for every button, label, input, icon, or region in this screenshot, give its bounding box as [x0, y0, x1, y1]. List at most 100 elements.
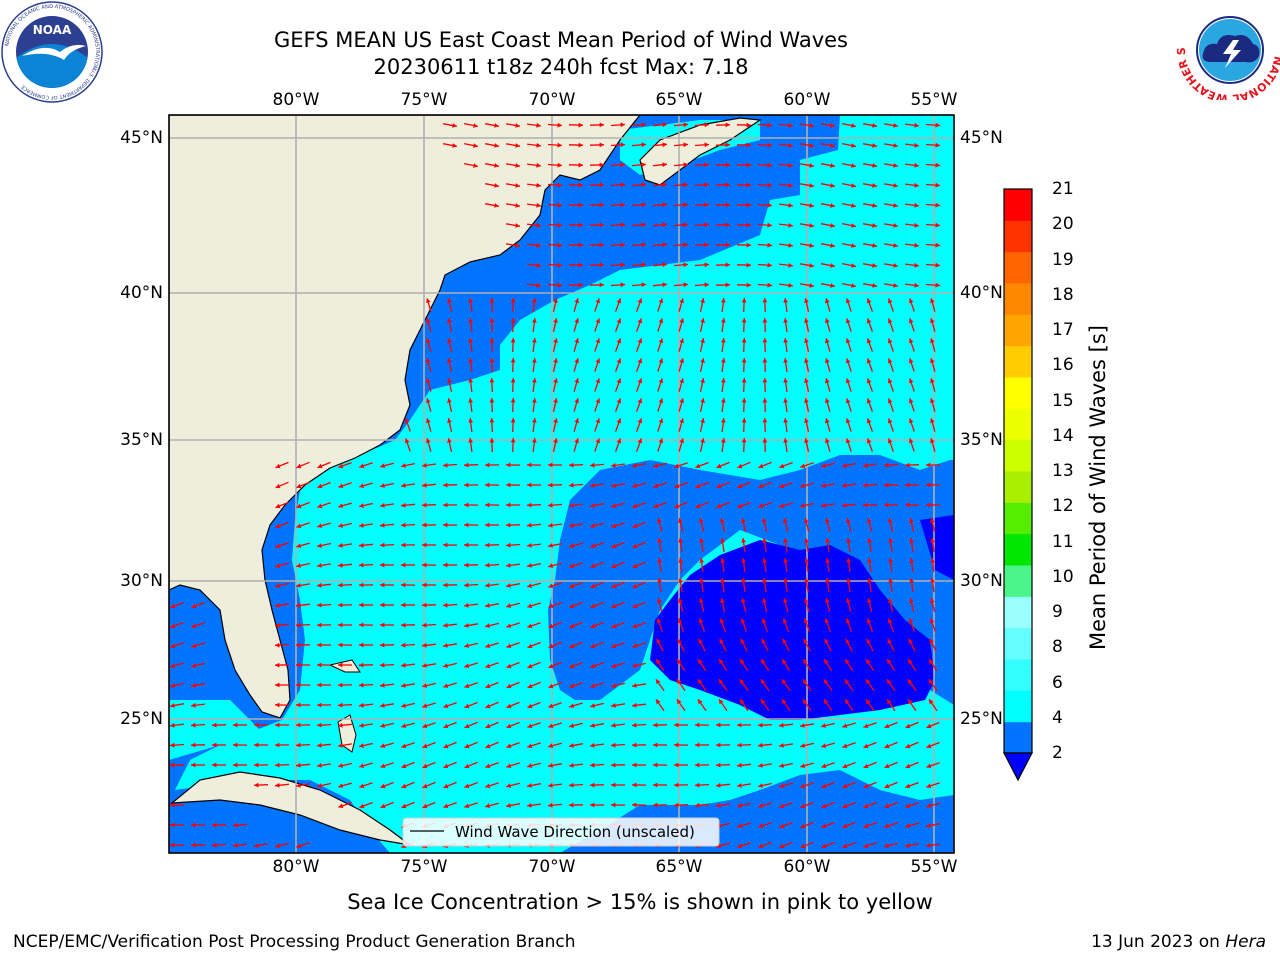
wave-direction-arrowhead — [464, 602, 469, 608]
wave-direction-arrowhead — [527, 683, 533, 689]
wave-direction-arrowhead — [845, 358, 851, 364]
wave-direction-arrowhead — [527, 723, 533, 729]
wave-direction-arrowhead — [557, 222, 562, 228]
wave-direction-arrowhead — [930, 598, 935, 603]
wave-direction-arrowhead — [506, 563, 511, 568]
wave-direction-arrowhead — [830, 123, 835, 128]
wave-direction-arrowhead — [845, 398, 851, 404]
wave-direction-arrowhead — [338, 662, 343, 668]
wave-direction-arrowhead — [699, 598, 704, 603]
wave-direction-arrowhead — [637, 338, 643, 344]
wave-direction-arrowhead — [191, 762, 196, 768]
wave-direction-arrowhead — [443, 743, 449, 749]
wave-direction-arrowhead — [914, 122, 919, 128]
colorbar-tick-label: 17 — [1052, 320, 1074, 340]
wave-direction-arrowhead — [721, 318, 726, 323]
wave-direction-arrowhead — [632, 543, 638, 549]
wave-direction-arrowhead — [739, 679, 745, 685]
wave-direction-arrowhead — [683, 162, 688, 168]
land-north-america — [169, 115, 641, 719]
wave-direction-arrowhead — [893, 223, 898, 228]
wave-direction-arrowhead — [851, 163, 856, 168]
wave-direction-arrowhead — [679, 398, 684, 404]
wave-direction-arrowhead — [170, 623, 176, 629]
wave-direction-arrowhead — [803, 659, 808, 665]
wave-direction-arrowhead — [804, 418, 809, 423]
wave-direction-arrowhead — [296, 523, 302, 529]
colorbar-tick-label: 15 — [1052, 390, 1074, 411]
colorbar-tick-label: 18 — [1052, 284, 1074, 305]
wave-direction-arrowhead — [704, 122, 709, 128]
wave-direction-arrowhead — [700, 438, 705, 443]
wave-direction-arrowhead — [656, 638, 661, 644]
wave-direction-arrowhead — [595, 378, 601, 384]
wave-direction-arrowhead — [716, 463, 722, 469]
wave-direction-arrowhead — [653, 802, 658, 808]
wave-direction-arrowhead — [846, 558, 851, 563]
wave-direction-arrowhead — [804, 558, 809, 563]
wave-direction-arrowhead — [494, 143, 499, 148]
wave-direction-arrowhead — [704, 222, 709, 228]
lon-tick-top-75w: 75°W — [400, 90, 448, 110]
wave-direction-arrowhead — [740, 699, 745, 705]
wave-direction-arrowhead — [590, 483, 595, 488]
wave-direction-arrowhead — [893, 143, 898, 148]
wave-direction-arrowhead — [569, 703, 575, 708]
wave-direction-arrowhead — [632, 463, 637, 468]
wave-direction-arrowhead — [632, 663, 637, 668]
wave-direction-arrowhead — [929, 659, 934, 665]
wave-direction-arrowhead — [506, 723, 512, 729]
wave-direction-arrowhead — [788, 263, 793, 268]
wave-direction-arrowhead — [569, 802, 574, 808]
wave-direction-arrowhead — [637, 438, 643, 444]
wave-direction-arrowhead — [595, 398, 601, 404]
wave-direction-arrowhead — [741, 378, 747, 383]
wave-direction-arrowhead — [872, 203, 877, 208]
wave-direction-arrowhead — [574, 378, 579, 384]
wave-direction-arrowhead — [674, 483, 680, 489]
wave-direction-arrowhead — [679, 438, 684, 444]
wave-direction-arrowhead — [515, 143, 520, 148]
wave-direction-arrowhead — [557, 122, 562, 128]
wave-direction-arrowhead — [716, 503, 722, 509]
wave-direction-arrowhead — [191, 702, 196, 708]
wave-direction-arrowhead — [704, 182, 709, 188]
lat-tick-left-35n: 35°N — [120, 430, 163, 450]
wave-direction-arrowhead — [380, 763, 386, 769]
wave-direction-arrowhead — [485, 763, 491, 769]
wave-direction-arrowhead — [632, 742, 637, 748]
wave-direction-arrowhead — [908, 298, 914, 304]
wave-direction-arrowhead — [930, 518, 935, 523]
wave-direction-arrowhead — [758, 742, 763, 748]
wave-direction-arrowhead — [804, 298, 809, 303]
wave-direction-arrowhead — [846, 578, 851, 583]
wave-direction-arrowhead — [762, 418, 768, 423]
wave-direction-arrowhead — [767, 222, 772, 228]
wave-direction-arrowhead — [741, 598, 746, 603]
wave-direction-arrowhead — [401, 542, 406, 548]
wave-direction-arrowhead — [447, 418, 452, 423]
wave-direction-arrowhead — [620, 262, 625, 268]
wave-direction-arrowhead — [830, 183, 835, 188]
wave-direction-arrowhead — [824, 618, 830, 624]
wave-direction-arrowhead — [620, 122, 625, 128]
wave-direction-arrowhead — [569, 782, 574, 788]
wave-direction-arrowhead — [697, 679, 703, 685]
colorbar-segment — [1004, 220, 1032, 253]
wave-direction-arrowhead — [359, 542, 364, 548]
wave-direction-arrowhead — [905, 462, 910, 468]
wave-direction-arrowhead — [443, 703, 449, 709]
wave-direction-arrowhead — [317, 742, 322, 748]
wave-direction-arrowhead — [699, 578, 704, 583]
wave-direction-arrowhead — [296, 622, 301, 628]
lon-tick-top-55w: 55°W — [910, 90, 958, 110]
wave-direction-arrowhead — [830, 163, 835, 168]
wave-direction-arrowhead — [574, 338, 579, 344]
wave-direction-arrowhead — [851, 263, 856, 268]
wave-direction-arrowhead — [422, 723, 428, 729]
wave-direction-arrowhead — [532, 318, 537, 323]
wave-direction-arrowhead — [536, 162, 541, 168]
wave-direction-arrowhead — [674, 463, 680, 469]
wave-direction-arrowhead — [872, 223, 877, 228]
wave-direction-arrowhead — [468, 358, 473, 363]
